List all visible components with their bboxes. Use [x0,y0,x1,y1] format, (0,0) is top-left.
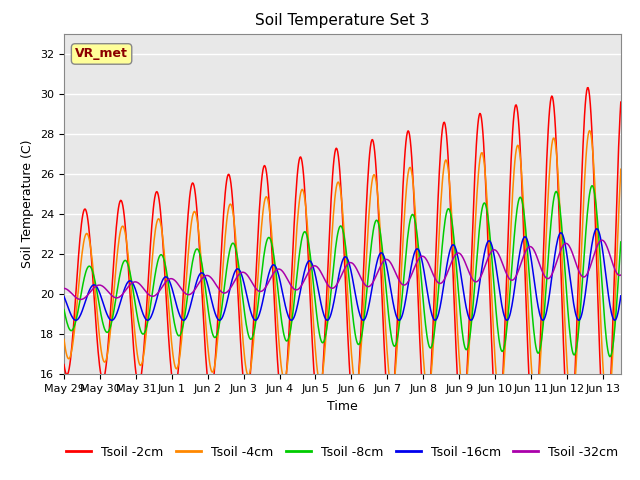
Legend: Tsoil -2cm, Tsoil -4cm, Tsoil -8cm, Tsoil -16cm, Tsoil -32cm: Tsoil -2cm, Tsoil -4cm, Tsoil -8cm, Tsoi… [61,441,623,464]
Tsoil -16cm [60,294,68,300]
Tsoil -2cm [602,442,609,448]
Line: Tsoil -2cm: Tsoil -2cm [64,88,621,445]
Tsoil -8cm [60,307,68,312]
Tsoil -16cm [125,278,133,284]
Tsoil -2cm [617,99,625,105]
Tsoil -2cm [584,85,592,91]
Tsoil -4cm [586,128,593,133]
Y-axis label: Soil Temperature (C): Soil Temperature (C) [22,140,35,268]
Tsoil -16cm [228,278,236,284]
Text: VR_met: VR_met [75,48,128,60]
Tsoil -32cm [77,297,84,302]
Line: Tsoil -32cm: Tsoil -32cm [64,240,621,300]
Tsoil -32cm [432,276,440,282]
Tsoil -16cm [431,317,439,323]
Tsoil -8cm [400,275,408,281]
Tsoil -32cm [60,286,68,291]
Tsoil -16cm [400,307,408,312]
Tsoil -16cm [617,293,625,299]
Tsoil -8cm [228,241,236,247]
Line: Tsoil -16cm: Tsoil -16cm [64,229,621,320]
Tsoil -32cm [598,237,606,243]
Tsoil -32cm [617,272,625,278]
Tsoil -32cm [126,282,134,288]
Tsoil -16cm [255,312,263,317]
Tsoil -4cm [60,336,68,342]
Tsoil -2cm [228,187,236,193]
Tsoil -4cm [276,355,284,361]
Tsoil -16cm [593,226,601,232]
Title: Soil Temperature Set 3: Soil Temperature Set 3 [255,13,429,28]
Line: Tsoil -8cm: Tsoil -8cm [64,186,621,357]
Tsoil -2cm [276,392,284,397]
Tsoil -8cm [617,239,625,245]
Tsoil -4cm [400,225,408,230]
Line: Tsoil -4cm: Tsoil -4cm [64,131,621,409]
Tsoil -4cm [228,204,236,209]
X-axis label: Time: Time [327,400,358,413]
Tsoil -4cm [125,265,133,271]
Tsoil -2cm [125,281,133,287]
Tsoil -32cm [277,267,285,273]
Tsoil -8cm [125,266,133,272]
Tsoil -32cm [228,282,236,288]
Tsoil -2cm [400,169,408,175]
Tsoil -32cm [256,288,264,294]
Tsoil -16cm [575,317,582,323]
Tsoil -8cm [276,308,284,314]
Tsoil -4cm [431,312,439,318]
Tsoil -4cm [255,253,263,259]
Tsoil -4cm [617,167,625,172]
Tsoil -32cm [401,282,408,288]
Tsoil -2cm [60,361,68,367]
Tsoil -8cm [606,354,614,360]
Tsoil -2cm [431,274,439,279]
Tsoil -4cm [604,406,612,412]
Tsoil -8cm [588,183,596,189]
Tsoil -16cm [276,279,284,285]
Tsoil -8cm [255,291,263,297]
Tsoil -8cm [431,325,439,331]
Tsoil -2cm [255,208,263,214]
